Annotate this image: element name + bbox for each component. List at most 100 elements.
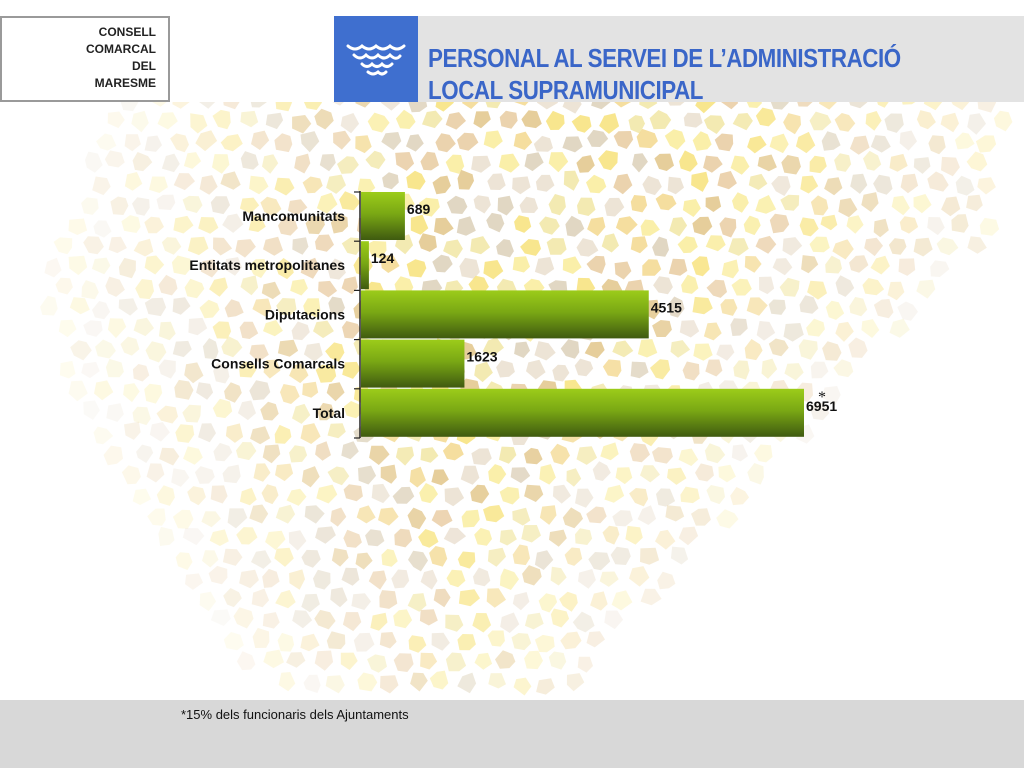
- mosaic-tile: [496, 360, 515, 378]
- mosaic-tile: [640, 588, 662, 606]
- mosaic-tile: [565, 215, 585, 237]
- mosaic-tile: [380, 254, 400, 273]
- mosaic-tile: [592, 461, 611, 481]
- mosaic-tile: [667, 467, 687, 485]
- mosaic-tile: [601, 233, 619, 253]
- mosaic-tile: [249, 380, 271, 401]
- mosaic-tile: [512, 507, 531, 526]
- mosaic-tile: [393, 653, 414, 672]
- mosaic-tile: [314, 108, 334, 130]
- mosaic-tile: [158, 274, 178, 296]
- mosaic-tile: [316, 192, 338, 214]
- mosaic-tile: [861, 192, 879, 212]
- mosaic-tile: [265, 112, 284, 130]
- mosaic-tile: [240, 110, 259, 128]
- mosaic-tile: [419, 483, 438, 504]
- mosaic-tile: [183, 446, 203, 465]
- mosaic-tile: [343, 401, 363, 419]
- mosaic-tile: [317, 402, 335, 421]
- mosaic-tile: [487, 173, 506, 190]
- mosaic-tile: [422, 110, 443, 129]
- mosaic-tile: [784, 363, 804, 381]
- mosaic-tile: [539, 464, 556, 485]
- mosaic-tile: [743, 215, 761, 236]
- mosaic-tile: [300, 257, 320, 279]
- mosaic-tile: [602, 525, 620, 545]
- mosaic-tile: [289, 362, 309, 384]
- mosaic-tile: [499, 486, 520, 505]
- mosaic-tile: [158, 359, 176, 379]
- mosaic-tile: [156, 405, 178, 424]
- mosaic-tile: [182, 528, 205, 546]
- mosaic-tile: [612, 340, 634, 358]
- mosaic-tile: [406, 134, 424, 152]
- mosaic-tile: [459, 257, 480, 279]
- mosaic-tile: [286, 488, 307, 506]
- mosaic-tile: [326, 174, 346, 194]
- mosaic-tile: [483, 505, 505, 523]
- mosaic-tile: [571, 115, 592, 133]
- mosaic-tile: [496, 239, 514, 258]
- mosaic-tile: [535, 174, 555, 192]
- mosaic-tile: [825, 255, 842, 274]
- mosaic-tile: [182, 404, 201, 423]
- mosaic-tile: [566, 673, 585, 692]
- mosaic-tile: [899, 216, 919, 234]
- mosaic-tile: [955, 175, 975, 196]
- mosaic-tile: [432, 175, 451, 195]
- mosaic-tile: [132, 488, 152, 505]
- mosaic-tile: [576, 155, 595, 173]
- mosaic-tile: [488, 673, 506, 689]
- mosaic-tile: [657, 571, 676, 590]
- mosaic-tile: [341, 567, 360, 586]
- mosaic-tile: [420, 151, 439, 171]
- mosaic-tile: [703, 155, 723, 173]
- mosaic-tile: [625, 525, 643, 545]
- mosaic-tile: [209, 277, 228, 297]
- mosaic-tile: [744, 339, 763, 361]
- mosaic-tile: [252, 298, 272, 317]
- mosaic-tile: [511, 633, 532, 651]
- mosaic-tile: [132, 197, 150, 216]
- mosaic-tile: [771, 176, 791, 196]
- mosaic-tile: [807, 280, 827, 300]
- mosaic-tile: [301, 549, 321, 568]
- mosaic-tile: [781, 155, 801, 175]
- mosaic-tile: [539, 505, 557, 525]
- mosaic-tile: [132, 152, 153, 172]
- mosaic-tile: [201, 511, 221, 528]
- mosaic-tile: [979, 217, 1000, 236]
- mosaic-tile: [199, 299, 220, 319]
- mosaic-tile: [445, 154, 465, 174]
- mosaic-tile: [916, 110, 936, 130]
- mosaic-tile: [367, 112, 390, 133]
- mosaic-tile: [330, 213, 348, 234]
- mosaic-tile: [656, 488, 676, 507]
- mosaic-tile: [431, 509, 453, 527]
- mosaic-tile: [146, 463, 165, 483]
- mosaic-tile: [928, 135, 946, 155]
- mosaic-tile: [406, 170, 426, 190]
- mosaic-tile: [302, 381, 319, 398]
- mosaic-tile: [328, 296, 345, 316]
- mosaic-tile: [514, 341, 530, 358]
- mosaic-tile: [136, 444, 154, 463]
- annotation-asterisk: *: [818, 389, 826, 406]
- mosaic-tile: [615, 216, 638, 235]
- mosaic-tile: [196, 382, 214, 400]
- mosaic-tile: [300, 423, 321, 444]
- mosaic-tile: [560, 339, 580, 359]
- mosaic-tile: [574, 358, 594, 377]
- mosaic-tile: [429, 670, 449, 690]
- mosaic-tile: [144, 135, 162, 152]
- mosaic-tile: [276, 298, 297, 316]
- mosaic-tile: [395, 109, 416, 129]
- mosaic-tile: [212, 154, 230, 174]
- mosaic-tile: [717, 171, 737, 190]
- mosaic-tile: [754, 444, 773, 463]
- mosaic-tile: [499, 568, 519, 590]
- mosaic-tile: [510, 467, 531, 484]
- mosaic-tile: [278, 215, 298, 236]
- mosaic-tile: [418, 529, 439, 548]
- mosaic-tile: [821, 386, 841, 406]
